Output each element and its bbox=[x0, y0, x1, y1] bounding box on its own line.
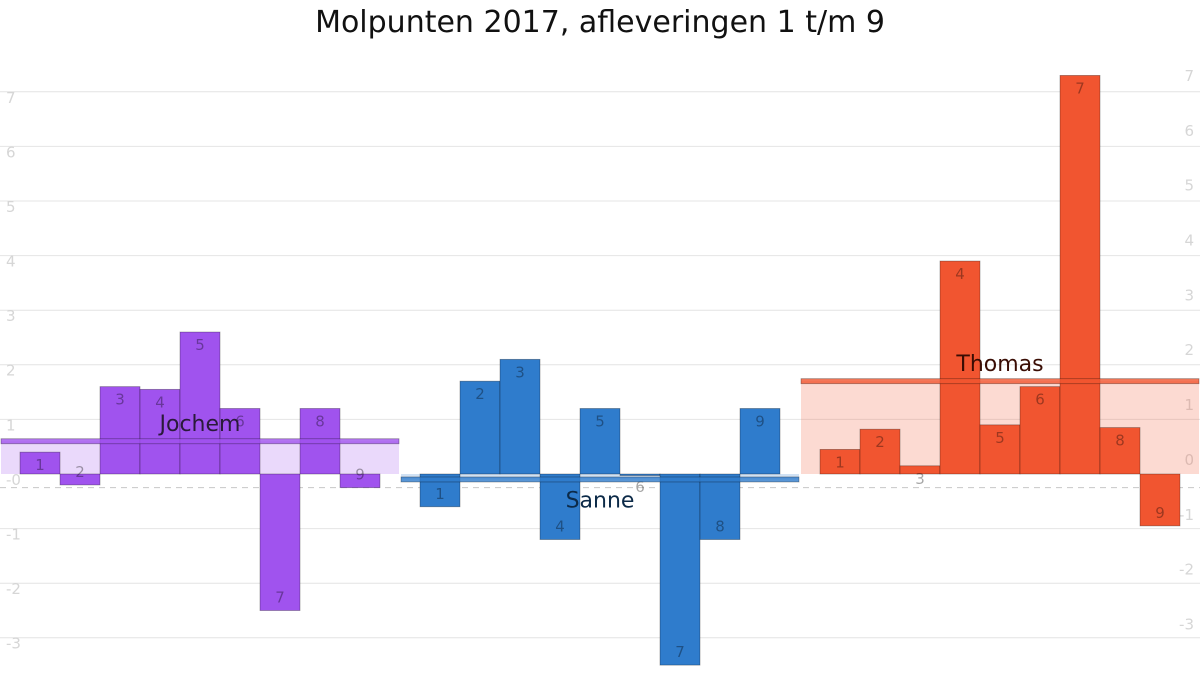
left-tick-label: 6 bbox=[6, 143, 16, 161]
left-tick-label: -3 bbox=[6, 635, 21, 653]
bar bbox=[539, 473, 581, 540]
average-line bbox=[400, 476, 800, 483]
bar bbox=[19, 451, 61, 475]
right-tick-label: 3 bbox=[1184, 286, 1194, 304]
chart-title: Molpunten 2017, afleveringen 1 t/m 9 bbox=[315, 5, 885, 40]
bar bbox=[619, 473, 661, 476]
left-tick-label: 4 bbox=[6, 253, 16, 271]
episode-label: 9 bbox=[755, 412, 765, 430]
bar bbox=[59, 473, 101, 486]
left-tick-label: -2 bbox=[6, 580, 21, 598]
episode-label: 6 bbox=[1035, 391, 1045, 409]
bar bbox=[459, 380, 501, 475]
episode-label: 4 bbox=[555, 518, 565, 536]
bar bbox=[979, 424, 1021, 475]
bar bbox=[1019, 386, 1061, 475]
bar bbox=[179, 331, 221, 475]
episode-label: 8 bbox=[315, 412, 325, 430]
right-tick-label: 5 bbox=[1184, 177, 1194, 195]
left-tick-label: 2 bbox=[6, 362, 16, 380]
episode-label: 9 bbox=[355, 466, 365, 484]
episode-label: 7 bbox=[675, 643, 685, 661]
bar bbox=[859, 428, 901, 475]
left-tick-label: 7 bbox=[6, 89, 16, 107]
episode-label: 1 bbox=[835, 453, 845, 471]
right-tick-label: -2 bbox=[1179, 561, 1194, 579]
bar bbox=[99, 386, 141, 475]
episode-label: 5 bbox=[995, 429, 1005, 447]
episode-label: 7 bbox=[1075, 79, 1085, 97]
episode-label: 2 bbox=[475, 385, 485, 403]
left-tick-label: 3 bbox=[6, 307, 16, 325]
left-tick-label: -0 bbox=[6, 471, 21, 489]
episode-label: 5 bbox=[595, 412, 605, 430]
right-tick-label: -1 bbox=[1179, 506, 1194, 524]
bar bbox=[499, 358, 541, 475]
bar bbox=[1059, 75, 1101, 475]
episode-label: 1 bbox=[35, 456, 45, 474]
bar bbox=[739, 408, 781, 475]
contestant-groups: 1 2 3 4 5 6 7 8 9 Jochem 1 2 3 4 5 6 7 8 9 Sanne 1 2 3 4 5 6 7 8 9 Th… bbox=[0, 75, 1200, 666]
contestant-name: Sanne bbox=[566, 488, 635, 513]
episode-label: 2 bbox=[875, 433, 885, 451]
right-tick-label: 2 bbox=[1184, 341, 1194, 359]
bar bbox=[659, 473, 701, 666]
episode-label: 8 bbox=[715, 518, 725, 536]
average-line bbox=[0, 438, 400, 445]
right-tick-label: 6 bbox=[1184, 122, 1194, 140]
bar bbox=[139, 388, 181, 475]
right-tick-label: 4 bbox=[1184, 232, 1194, 250]
episode-label: 6 bbox=[635, 478, 645, 496]
right-axis-ticks: -3 -2 -1 0 1 2 3 4 5 6 7 bbox=[1179, 67, 1194, 634]
episode-label: 2 bbox=[75, 463, 85, 481]
right-tick-label: 0 bbox=[1184, 451, 1194, 469]
contestant-name: Thomas bbox=[955, 352, 1043, 377]
episode-label: 4 bbox=[155, 393, 165, 411]
right-tick-label: -3 bbox=[1179, 616, 1194, 634]
episode-label: 4 bbox=[955, 265, 965, 283]
bar bbox=[699, 473, 741, 540]
left-axis-ticks: -3 -2 -1 -0 1 2 3 4 5 6 7 bbox=[6, 89, 21, 653]
bar bbox=[939, 260, 981, 475]
episode-label: 7 bbox=[275, 589, 285, 607]
group-jochem: 1 2 3 4 5 6 7 8 9 Jochem bbox=[0, 331, 400, 611]
bar bbox=[339, 473, 381, 489]
episode-label: 6 bbox=[235, 412, 245, 430]
episode-label: 5 bbox=[195, 336, 205, 354]
left-tick-label: -1 bbox=[6, 525, 21, 543]
bar bbox=[259, 473, 301, 611]
bar bbox=[579, 408, 621, 475]
group-thomas: 1 2 3 4 5 6 7 8 9 Thomas bbox=[800, 75, 1200, 527]
bar bbox=[1099, 427, 1141, 475]
episode-label: 3 bbox=[515, 363, 525, 381]
average-band bbox=[401, 474, 799, 480]
episode-label: 9 bbox=[1155, 504, 1165, 522]
contestant-name: Jochem bbox=[158, 412, 241, 437]
episode-label: 8 bbox=[1115, 432, 1125, 450]
average-line bbox=[800, 378, 1200, 385]
left-tick-label: 5 bbox=[6, 198, 16, 216]
right-tick-label: 7 bbox=[1184, 67, 1194, 85]
group-sanne: 1 2 3 4 5 6 7 8 9 Sanne bbox=[400, 358, 800, 666]
episode-label: 1 bbox=[435, 485, 445, 503]
left-tick-label: 1 bbox=[6, 416, 16, 434]
right-tick-label: 1 bbox=[1184, 396, 1194, 414]
bar bbox=[1139, 473, 1181, 527]
episode-label: 3 bbox=[115, 391, 125, 409]
episode-label: 3 bbox=[915, 470, 925, 488]
